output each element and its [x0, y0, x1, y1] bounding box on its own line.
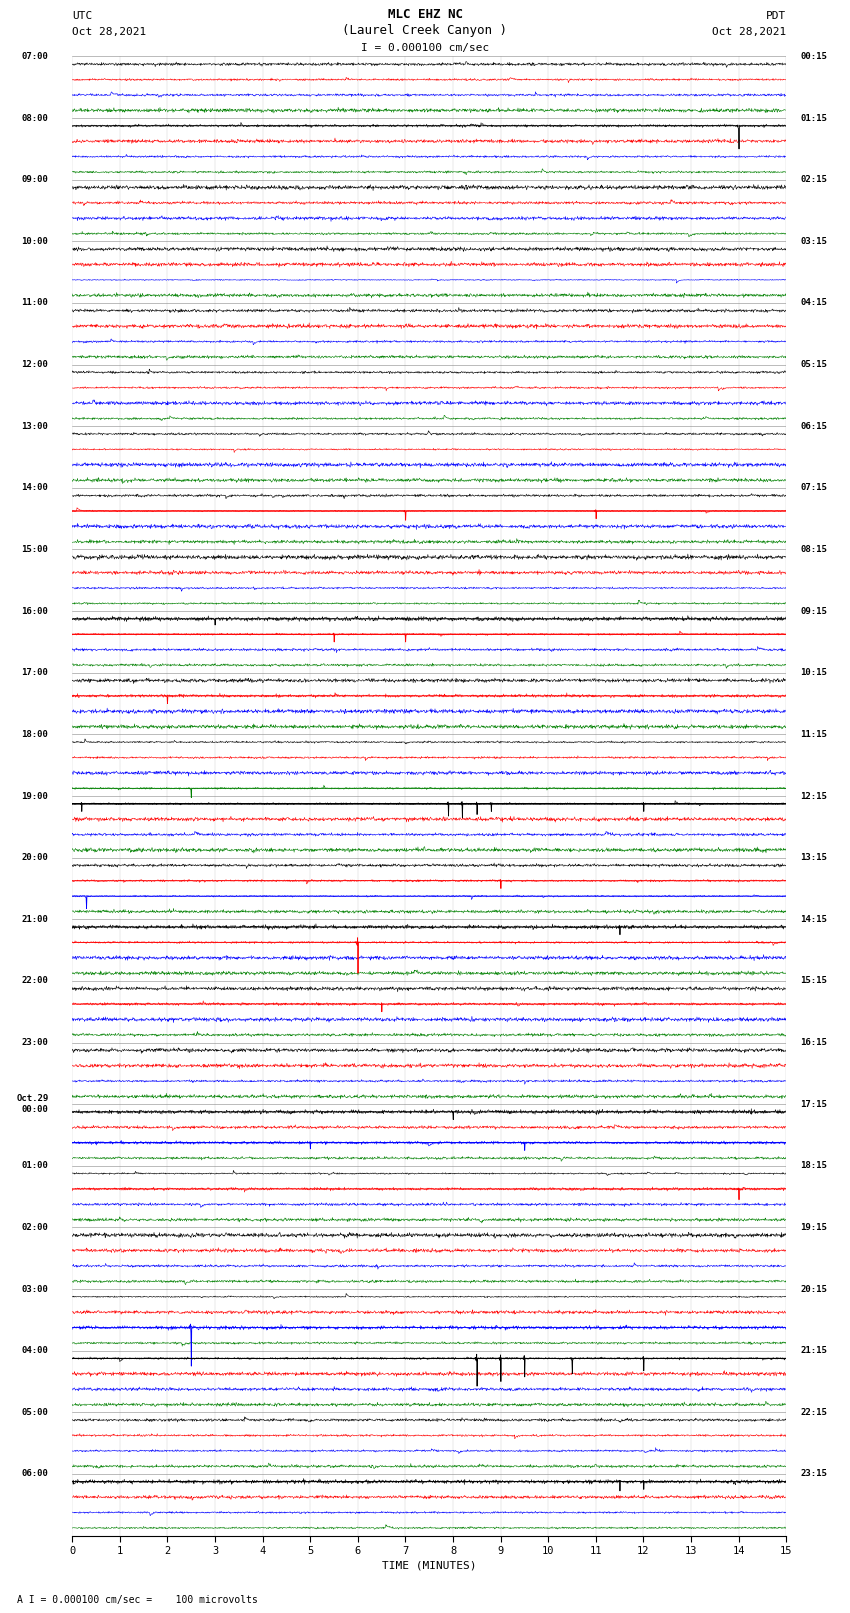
Text: 23:15: 23:15 [801, 1469, 827, 1479]
Text: 10:00: 10:00 [21, 237, 48, 245]
Text: 16:15: 16:15 [801, 1039, 827, 1047]
Text: 01:15: 01:15 [801, 113, 827, 123]
Text: 15:15: 15:15 [801, 976, 827, 986]
Text: 07:15: 07:15 [801, 484, 827, 492]
Text: (Laurel Creek Canyon ): (Laurel Creek Canyon ) [343, 24, 507, 37]
Text: 12:15: 12:15 [801, 792, 827, 800]
Text: Oct 28,2021: Oct 28,2021 [712, 27, 786, 37]
Text: 16:00: 16:00 [21, 606, 48, 616]
Text: 03:15: 03:15 [801, 237, 827, 245]
Text: 10:15: 10:15 [801, 668, 827, 677]
Text: 06:00: 06:00 [21, 1469, 48, 1479]
Text: Oct 28,2021: Oct 28,2021 [72, 27, 146, 37]
Text: I = 0.000100 cm/sec: I = 0.000100 cm/sec [361, 44, 489, 53]
Text: 13:15: 13:15 [801, 853, 827, 861]
Text: MLC EHZ NC: MLC EHZ NC [388, 8, 462, 21]
Text: 20:15: 20:15 [801, 1284, 827, 1294]
Text: 12:00: 12:00 [21, 360, 48, 369]
Text: 20:00: 20:00 [21, 853, 48, 861]
Text: 22:00: 22:00 [21, 976, 48, 986]
Text: 15:00: 15:00 [21, 545, 48, 553]
Text: 21:00: 21:00 [21, 915, 48, 924]
Text: 08:15: 08:15 [801, 545, 827, 553]
Text: 13:00: 13:00 [21, 421, 48, 431]
Text: 02:15: 02:15 [801, 176, 827, 184]
Text: 18:15: 18:15 [801, 1161, 827, 1171]
Text: 05:00: 05:00 [21, 1408, 48, 1416]
Text: A I = 0.000100 cm/sec =    100 microvolts: A I = 0.000100 cm/sec = 100 microvolts [17, 1595, 258, 1605]
Text: PDT: PDT [766, 11, 786, 21]
Text: 08:00: 08:00 [21, 113, 48, 123]
Text: 01:00: 01:00 [21, 1161, 48, 1171]
Text: 03:00: 03:00 [21, 1284, 48, 1294]
Text: 09:00: 09:00 [21, 176, 48, 184]
Text: 04:00: 04:00 [21, 1347, 48, 1355]
X-axis label: TIME (MINUTES): TIME (MINUTES) [382, 1560, 477, 1569]
Text: UTC: UTC [72, 11, 93, 21]
Text: 04:15: 04:15 [801, 298, 827, 308]
Text: 02:00: 02:00 [21, 1223, 48, 1232]
Text: 23:00: 23:00 [21, 1039, 48, 1047]
Text: Oct.29
00:00: Oct.29 00:00 [16, 1095, 48, 1115]
Text: 11:00: 11:00 [21, 298, 48, 308]
Text: 11:15: 11:15 [801, 731, 827, 739]
Text: 17:00: 17:00 [21, 668, 48, 677]
Text: 14:15: 14:15 [801, 915, 827, 924]
Text: 19:00: 19:00 [21, 792, 48, 800]
Text: 21:15: 21:15 [801, 1347, 827, 1355]
Text: 19:15: 19:15 [801, 1223, 827, 1232]
Text: 06:15: 06:15 [801, 421, 827, 431]
Text: 07:00: 07:00 [21, 52, 48, 61]
Text: 18:00: 18:00 [21, 731, 48, 739]
Text: 09:15: 09:15 [801, 606, 827, 616]
Text: 22:15: 22:15 [801, 1408, 827, 1416]
Text: 14:00: 14:00 [21, 484, 48, 492]
Text: 05:15: 05:15 [801, 360, 827, 369]
Text: 17:15: 17:15 [801, 1100, 827, 1108]
Text: 00:15: 00:15 [801, 52, 827, 61]
